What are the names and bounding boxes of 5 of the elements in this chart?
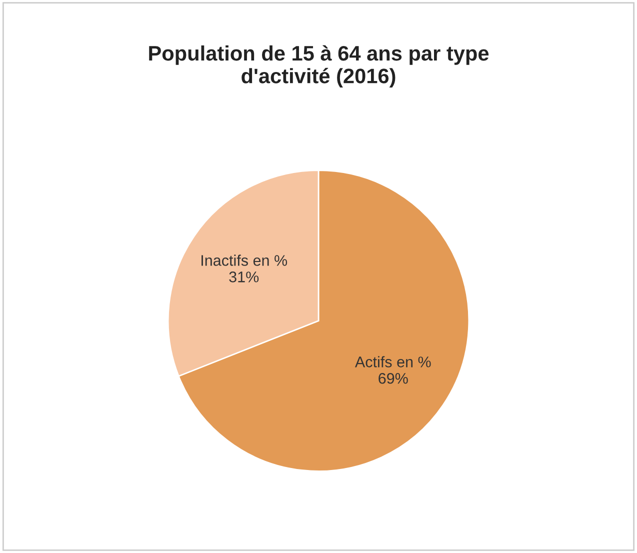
data-label: 69% xyxy=(378,372,408,384)
slice-label: Actifs en % xyxy=(354,356,431,368)
chart-title: Population de 15 à 64 ans par type d'activité (2016) xyxy=(149,45,489,88)
data-label: 31% xyxy=(229,272,259,282)
slice-label: Inactifs en % xyxy=(202,254,288,266)
